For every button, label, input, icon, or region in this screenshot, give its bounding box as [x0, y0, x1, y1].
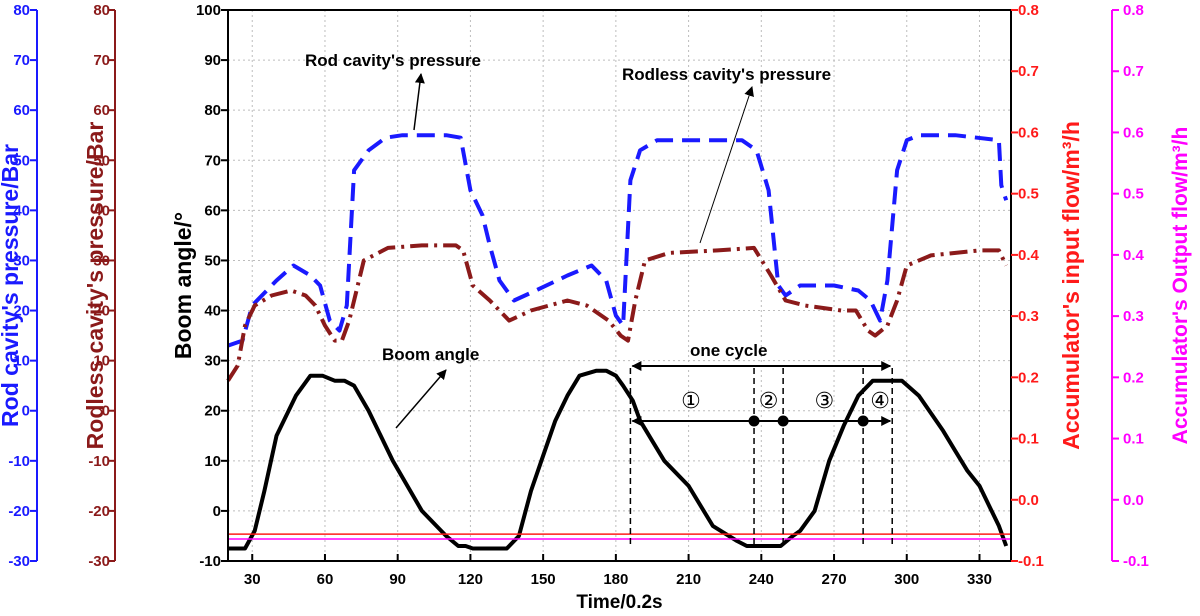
rodless-tick-label: 50	[93, 152, 110, 169]
boom-tick-label: -10	[199, 553, 221, 570]
x-tick-label: 240	[749, 571, 774, 588]
acc-out-tick-label: 0.7	[1123, 63, 1144, 80]
acc-in-tick-label: -0.1	[1018, 553, 1044, 570]
x-tick-label: 90	[389, 571, 406, 588]
phase-dot	[748, 415, 760, 427]
rod-cavity-s-pressure-line	[227, 133, 1009, 348]
acc-out-tick-label: 0.4	[1123, 247, 1145, 264]
acc-out-tick-label: 0.2	[1123, 369, 1144, 386]
acc-out-axis-title: Accumulator's Output flow/m³/h	[1169, 127, 1192, 445]
x-tick-label: 120	[458, 571, 483, 588]
boom-tick-label: 20	[204, 403, 221, 420]
boom-tick-label: 40	[204, 303, 221, 320]
rod-tick-label: 30	[13, 252, 30, 269]
boom-angle-arrow	[395, 369, 447, 429]
acc-in-tick-label: 0.0	[1018, 492, 1039, 509]
x-tick-label: 30	[244, 571, 261, 588]
acc-out-tick-label: -0.1	[1123, 553, 1149, 570]
boom-tick-label: 0	[213, 503, 221, 520]
rodless-tick-label: -20	[88, 503, 110, 520]
acc-out-tick-label: 0.0	[1123, 492, 1144, 509]
phase-dot	[857, 415, 869, 427]
boom-axis-title: Boom angle/°	[170, 212, 196, 359]
rod-tick-label: -30	[8, 553, 30, 570]
rodless-tick-label: -30	[88, 553, 110, 570]
acc-out-tick-label: 0.5	[1123, 186, 1144, 203]
phase-label: ②	[759, 389, 779, 414]
rod-tick-label: 20	[13, 303, 30, 320]
boom-angle-line	[228, 368, 1009, 551]
rodless-axis-title: Rodless cavity's pressure/Bar	[82, 122, 108, 450]
boom-tick-label: 80	[204, 102, 221, 119]
plot-frame	[227, 9, 1012, 562]
one-cycle-label: one cycle	[690, 341, 768, 360]
x-axis-title: Time/0.2s	[576, 592, 662, 613]
rod-tick-label: -10	[8, 453, 30, 470]
boom-tick-label: 60	[204, 202, 221, 219]
acc-in-tick-label: 0.6	[1018, 124, 1039, 141]
rodless-tick-label: 40	[93, 202, 110, 219]
rod-tick-label: -20	[8, 503, 30, 520]
acc-in-tick-label: 0.1	[1018, 431, 1039, 448]
acc-in-tick-label: 0.2	[1018, 369, 1039, 386]
boom-tick-label: 30	[204, 353, 221, 370]
rod-pressure-label: Rod cavity's pressure	[305, 51, 481, 70]
x-tick-label: 210	[676, 571, 701, 588]
x-tick-label: 150	[531, 571, 556, 588]
acc-in-tick-label: 0.3	[1018, 308, 1039, 325]
right-axes: -0.1 0.0 0.1 0.2 0.3 0.4 0.5 0.6 0.7 0.8 Accumulat…	[1011, 2, 1192, 570]
rod-pressure-arrow	[413, 73, 425, 131]
acc-in-tick-label: 0.7	[1018, 63, 1039, 80]
rodless-tick-label: 30	[93, 252, 110, 269]
rod-tick-label: 70	[13, 52, 30, 69]
rodless-pressure-label: Rodless cavity's pressure	[622, 65, 831, 84]
annotations: Rod cavity's pressure Rodless cavity's p…	[305, 51, 893, 546]
boom-tick-label: 10	[204, 453, 221, 470]
boom-angle-label: Boom angle	[382, 345, 479, 364]
rodless-cavity-s-pressure-line	[226, 243, 1009, 382]
boom-tick-label: 100	[196, 2, 221, 19]
rodless-tick-label: -10	[88, 453, 110, 470]
acc-in-tick-label: 0.8	[1018, 2, 1039, 19]
rod-tick-label: 0	[22, 403, 30, 420]
acc-in-axis-title: Accumulator's input flow/m³/h	[1058, 121, 1084, 450]
rod-axis-title: Rod cavity's pressure/Bar	[0, 144, 23, 427]
boom-tick-label: 90	[204, 52, 221, 69]
rodless-tick-label: 0	[102, 403, 110, 420]
grid-lines	[228, 9, 1011, 562]
x-tick-label: 180	[603, 571, 628, 588]
phase-dot	[777, 415, 789, 427]
phase-label: ④	[870, 389, 890, 414]
rod-tick-label: 60	[13, 102, 30, 119]
x-tick-label: 60	[317, 571, 334, 588]
chart-series	[226, 133, 1011, 551]
acc-out-tick-label: 0.3	[1123, 308, 1144, 325]
rodless-pressure-arrow	[699, 86, 754, 244]
phase-label: ①	[681, 389, 701, 414]
acc-in-tick-label: 0.4	[1018, 247, 1040, 264]
rod-tick-label: 40	[13, 202, 30, 219]
cycle-markers: ① ② ③ ④	[629, 361, 893, 546]
boom-tick-label: 50	[204, 252, 221, 269]
x-axis: 30 60 90 120 150 180 210 240 270 300 330 Time/0.2s	[244, 554, 992, 613]
x-tick-label: 270	[822, 571, 847, 588]
acc-in-tick-label: 0.5	[1018, 186, 1039, 203]
rod-tick-label: 10	[13, 353, 30, 370]
left-axes: -30 -20 -10 0 10 20 30 40 50 60 70 80 Rod cavity's p…	[0, 2, 228, 570]
acc-out-tick-label: 0.8	[1123, 2, 1144, 19]
acc-out-tick-label: 0.6	[1123, 124, 1144, 141]
phase-label: ③	[814, 389, 834, 414]
x-tick-label: 330	[967, 571, 992, 588]
rodless-tick-label: 10	[93, 353, 110, 370]
x-tick-label: 300	[894, 571, 919, 588]
rodless-tick-label: 70	[93, 52, 110, 69]
rod-tick-label: 50	[13, 152, 30, 169]
boom-tick-label: 70	[204, 152, 221, 169]
rodless-tick-label: 60	[93, 102, 110, 119]
rodless-tick-label: 80	[93, 2, 110, 19]
acc-out-tick-label: 0.1	[1123, 431, 1144, 448]
rodless-tick-label: 20	[93, 303, 110, 320]
rod-tick-label: 80	[13, 2, 30, 19]
